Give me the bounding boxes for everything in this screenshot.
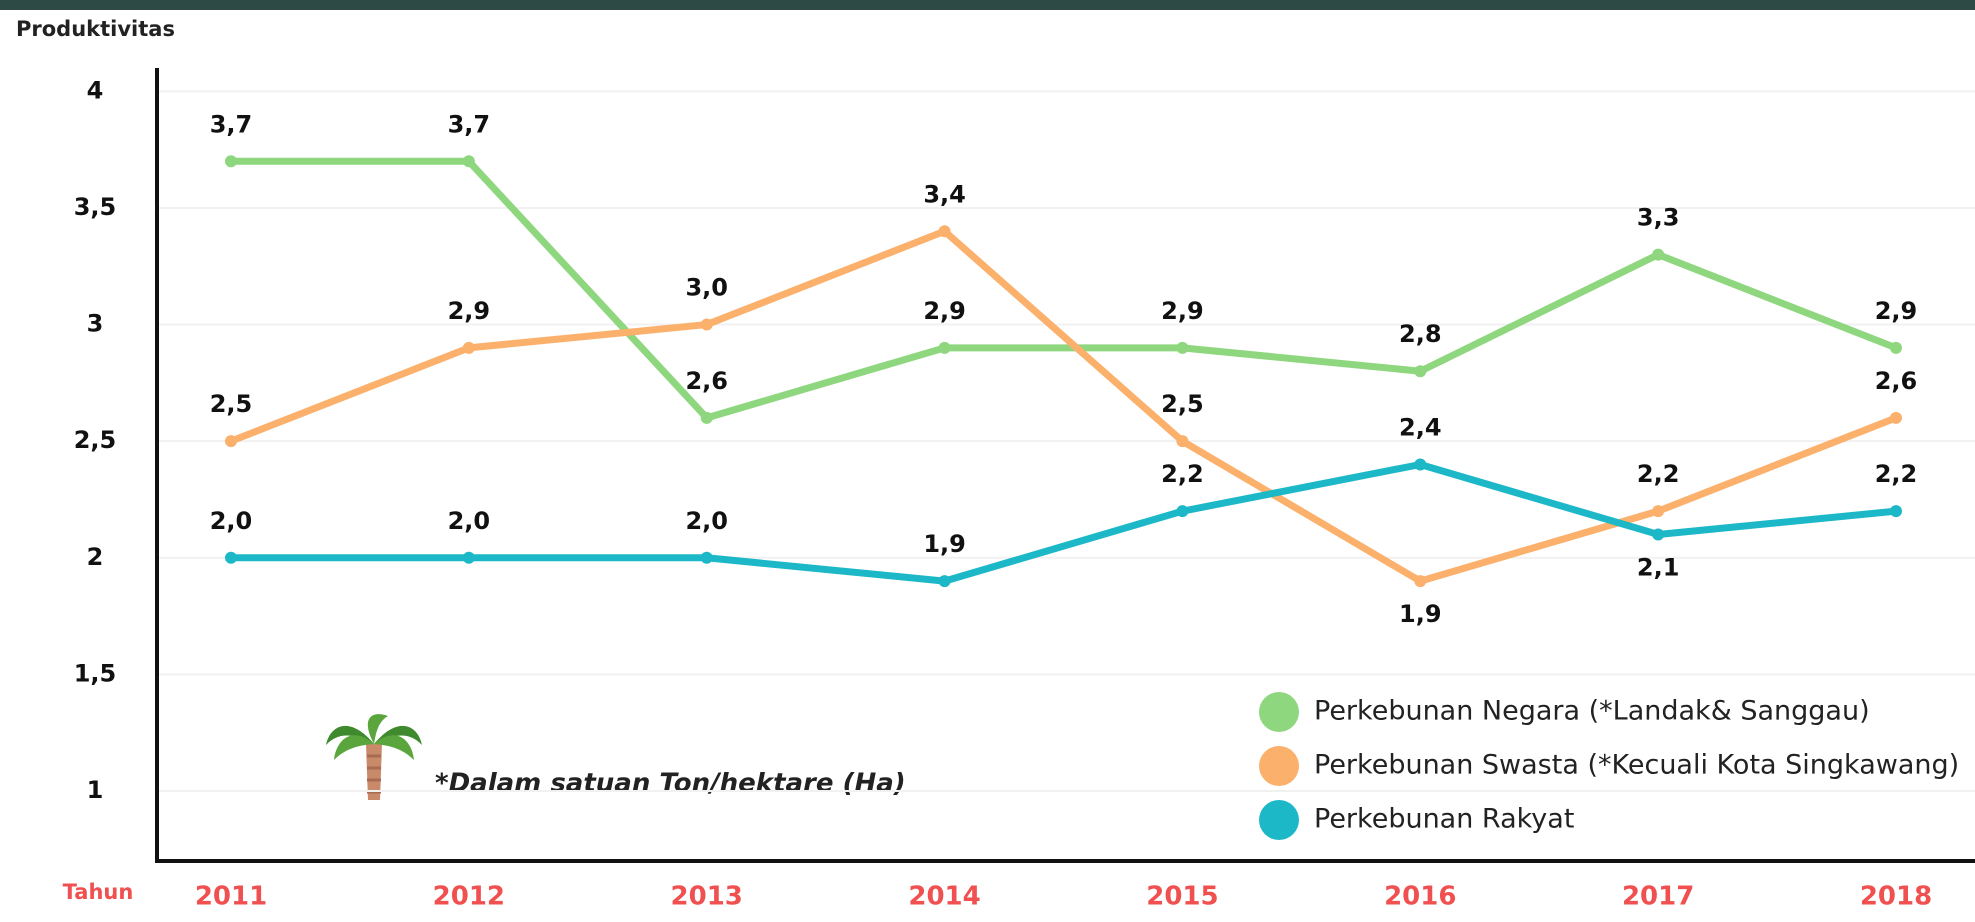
point [1890, 341, 1902, 354]
data-label: 2,5 [210, 390, 253, 418]
top-bar [0, 0, 1975, 10]
x-tick-label: 2016 [1384, 882, 1456, 912]
y-tick-label: 2,5 [74, 426, 117, 454]
data-label: 2,0 [448, 507, 491, 535]
data-label: 2,0 [685, 507, 728, 535]
point [225, 435, 237, 448]
data-label: 3,7 [448, 110, 491, 138]
data-label: 2,5 [1161, 390, 1204, 418]
x-tick-label: 2012 [433, 882, 505, 912]
point [462, 341, 475, 354]
point [1176, 341, 1189, 354]
data-label: 2,9 [1161, 297, 1204, 325]
point [462, 551, 475, 564]
x-tick-label: 2018 [1860, 882, 1932, 912]
palm-icon [326, 714, 422, 800]
y-axis-label: Produktivitas [16, 17, 175, 41]
y-tick-label: 4 [87, 76, 104, 104]
legend-marker [1259, 800, 1299, 840]
data-label: 3,0 [685, 274, 728, 302]
note: *Dalam satuan Ton/hektare (Ha) [435, 769, 906, 799]
data-label: 1,9 [1399, 600, 1442, 628]
point [700, 411, 713, 424]
point [938, 341, 951, 354]
point [225, 551, 237, 564]
x-tick-label: 2017 [1622, 882, 1694, 912]
x-tick-label: 2014 [908, 882, 980, 912]
point [700, 551, 713, 564]
point [1414, 575, 1427, 588]
data-label: 2,2 [1875, 460, 1918, 488]
legend-marker [1259, 692, 1299, 732]
y-tick-label: 3 [87, 310, 104, 338]
point [1652, 248, 1665, 261]
data-label: 2,9 [1875, 297, 1918, 325]
data-label: 2,0 [210, 507, 253, 535]
x-tick-label: 2015 [1146, 882, 1218, 912]
point [1652, 528, 1665, 541]
legend-marker [1259, 746, 1299, 786]
point [1652, 505, 1665, 518]
data-label: 1,9 [923, 530, 966, 558]
data-label: 2,8 [1399, 320, 1442, 348]
point [1176, 435, 1189, 448]
series-line [231, 157, 1898, 422]
data-label: 2,9 [923, 297, 966, 325]
y-tick-label: 1,5 [74, 659, 117, 687]
point [1176, 505, 1189, 518]
legend-label: Perkebunan Swasta (*Kecuali Kota Singkaw… [1314, 750, 1959, 781]
point [938, 225, 951, 238]
point [938, 575, 951, 588]
data-label: 3,3 [1637, 204, 1680, 232]
x-axis-label: Tahun [63, 880, 134, 904]
legend-label: Perkebunan Rakyat [1314, 804, 1574, 835]
x-tick-label: 2011 [195, 882, 267, 912]
point [700, 318, 713, 331]
point [1890, 411, 1902, 424]
data-label: 3,7 [210, 110, 253, 138]
series-line [231, 461, 1897, 585]
point [1890, 505, 1902, 518]
point [225, 155, 237, 168]
data-label: 2,6 [1875, 367, 1918, 395]
y-tick-label: 2 [87, 543, 104, 571]
x-tick-label: 2013 [671, 882, 743, 912]
data-label: 2,6 [685, 367, 728, 395]
legend-label: Perkebunan Negara (*Landak& Sanggau) [1314, 696, 1870, 727]
data-label: 2,2 [1161, 460, 1204, 488]
point [462, 155, 475, 168]
data-label: 2,2 [1637, 460, 1680, 488]
y-tick-label: 1 [87, 776, 104, 804]
data-label: 2,4 [1399, 414, 1442, 442]
point [1414, 458, 1427, 471]
y-tick-label: 3,5 [74, 193, 117, 221]
data-label: 2,1 [1637, 553, 1680, 581]
data-label: 2,9 [448, 297, 491, 325]
data-label: 3,4 [923, 180, 966, 208]
point [1414, 365, 1427, 378]
